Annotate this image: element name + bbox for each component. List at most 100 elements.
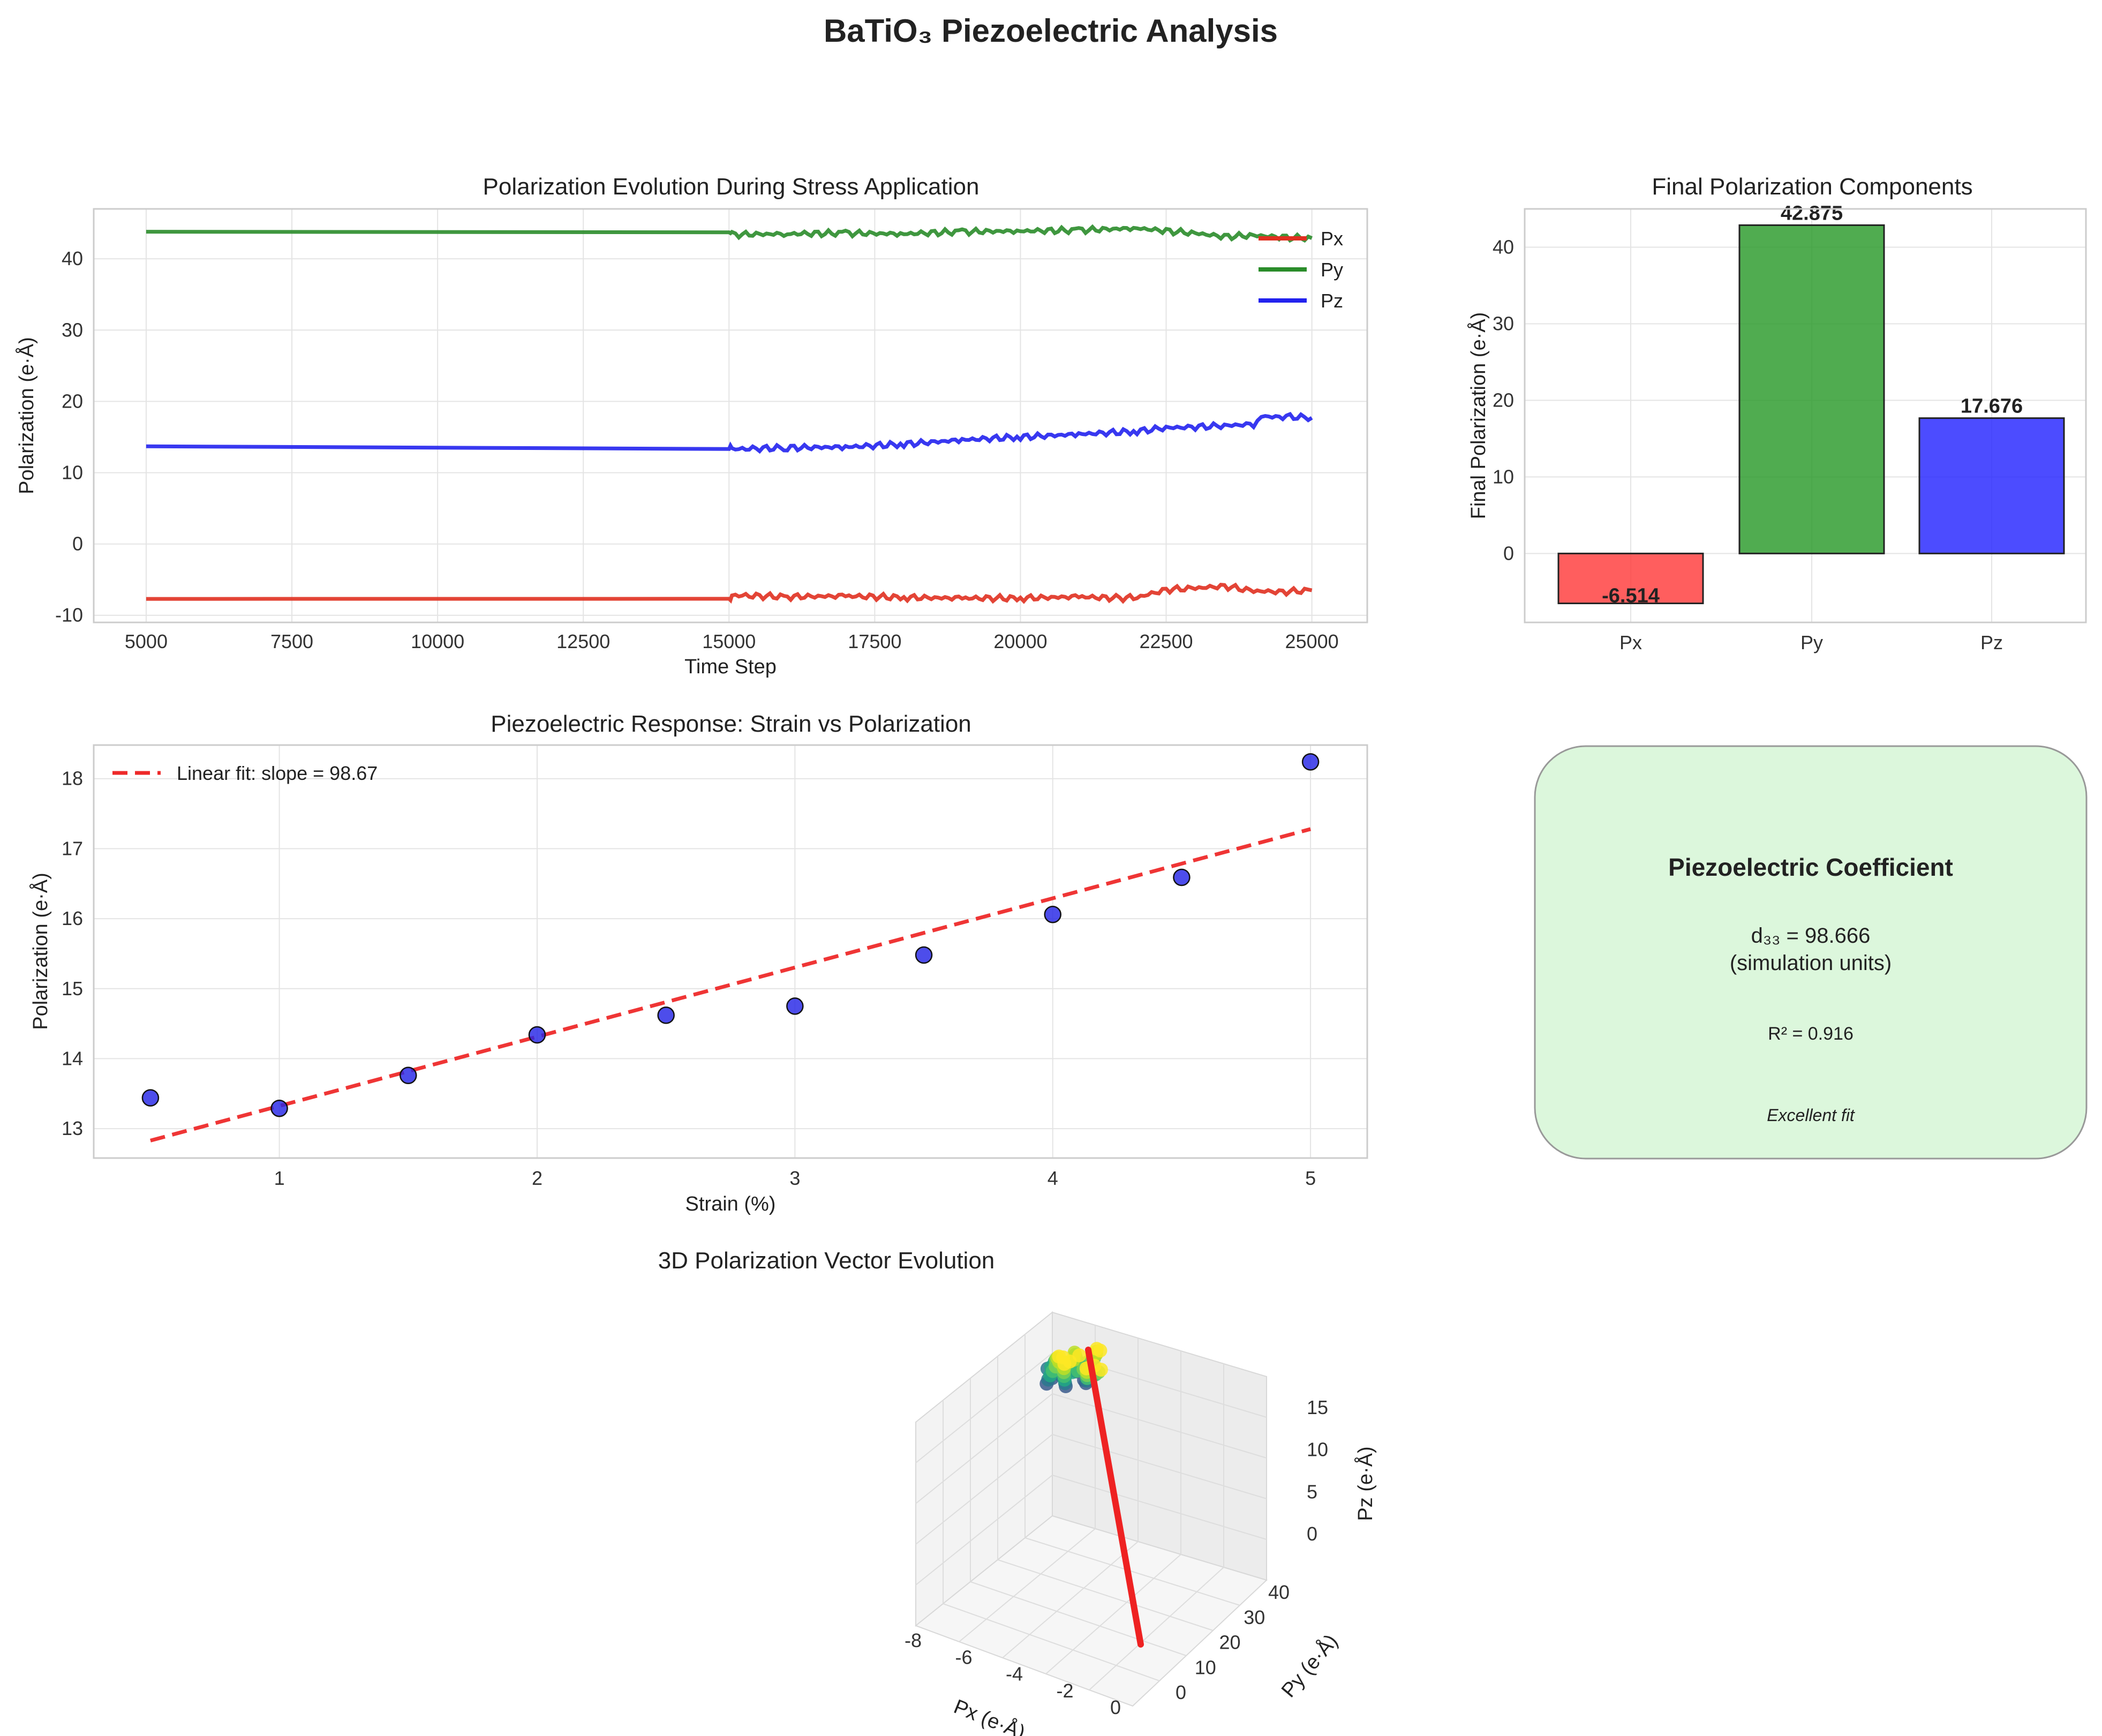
- p3-grid: [94, 745, 1367, 1158]
- p1-series-py: [146, 224, 1313, 243]
- coefficient-info-box: Piezoelectric Coefficient d₃₃ = 98.666 (…: [1534, 745, 2088, 1160]
- p4-xlabel: Px (e·Å): [951, 1694, 1029, 1736]
- p4-x-tick-label: -6: [955, 1646, 972, 1668]
- polarization-evolution-chart: Polarization Evolution During Stress App…: [14, 174, 1368, 678]
- bar-value-label-py: 42.875: [1781, 202, 1843, 224]
- p4-grid-line: [1052, 1434, 1267, 1499]
- p1-x-tick-label: 17500: [848, 630, 901, 652]
- p4-ylabel: Py (e·Å): [1276, 1629, 1342, 1702]
- p2-y-tick-label: 20: [1493, 389, 1514, 411]
- p4-marks: [1039, 1342, 1144, 1648]
- p1-x-tick-label: 22500: [1139, 630, 1193, 652]
- p4-grid-line: [1045, 1554, 1181, 1674]
- p4-grid-line: [915, 1434, 1053, 1545]
- coefficient-units: (simulation units): [1730, 951, 1892, 975]
- p3-y-tick-label: 13: [62, 1117, 83, 1139]
- final-polarization-chart: Final Polarization Components -6.514 42.8…: [1466, 174, 2087, 653]
- p3-x-tick-label: 3: [789, 1167, 800, 1189]
- p3-y-tick-label: 15: [62, 978, 83, 999]
- p2-x-tick-label: Px: [1619, 632, 1642, 653]
- coefficient-value: d₃₃ = 98.666: [1751, 924, 1871, 948]
- p3-y-tick-label: 18: [62, 768, 83, 790]
- p1-series-px: [146, 582, 1313, 604]
- p3-x-tick-label: 4: [1048, 1167, 1058, 1189]
- p2-x-tick-label: Py: [1800, 632, 1823, 653]
- p4-panes: [914, 1311, 1268, 1707]
- bar-value-label-px: -6.514: [1602, 584, 1660, 607]
- p1-y-tick-label: 30: [62, 319, 83, 341]
- p2-title: Final Polarization Components: [1652, 174, 1972, 200]
- p4-z-tick-label: 15: [1307, 1396, 1328, 1418]
- fit-quality-label: Excellent fit: [1767, 1106, 1855, 1125]
- p2-y-tick-label: 10: [1493, 465, 1514, 487]
- p1-y-tick-label: -10: [55, 604, 83, 626]
- p4-z-tick-label: 5: [1307, 1481, 1317, 1502]
- p4-x-tick-label: -2: [1056, 1680, 1073, 1702]
- p1-series-pz: [146, 411, 1313, 454]
- data-point: [270, 1099, 288, 1117]
- p4-grid-line: [997, 1559, 1214, 1631]
- p4-grid-line: [970, 1581, 1187, 1656]
- data-point: [400, 1066, 417, 1085]
- p4-grid-line: [915, 1393, 1053, 1504]
- data-point: [657, 1006, 675, 1024]
- p4-z-tick-label: 10: [1307, 1439, 1328, 1461]
- p4-grid-line: [915, 1475, 1053, 1585]
- p4-y-tick-label: 30: [1244, 1606, 1265, 1628]
- p2-bars: -6.514 42.875 17.676: [1557, 202, 2065, 607]
- p4-z-tick-label: 0: [1307, 1523, 1317, 1545]
- p1-y-tick-label: 0: [72, 533, 83, 555]
- p4-zlabel: Pz (e·Å): [1353, 1446, 1377, 1521]
- bar-px: [1557, 552, 1704, 604]
- p3-y-tick-label: 14: [62, 1047, 83, 1069]
- p4-grid-line: [915, 1352, 1053, 1463]
- p4-grid-line: [959, 1528, 1096, 1642]
- p4-x-tick-label: -8: [905, 1629, 922, 1651]
- data-point: [141, 1089, 160, 1107]
- p3-legend: Linear fit: slope = 98.67: [112, 762, 378, 784]
- p1-xlabel: Time Step: [684, 656, 777, 678]
- p2-x-tick-label: Pz: [1980, 632, 2003, 653]
- p4-grid-line: [1052, 1475, 1267, 1540]
- p4-grid-line: [1089, 1567, 1224, 1690]
- p2-y-tick-label: 0: [1503, 542, 1514, 564]
- p4-x-tick-label: -4: [1006, 1663, 1023, 1685]
- p4-grid-line: [1024, 1537, 1240, 1606]
- p3-x-tick-label: 2: [532, 1167, 543, 1189]
- p1-ylabel: Polarization (e·Å): [14, 337, 38, 494]
- p4-y-tick-label: 40: [1268, 1581, 1290, 1603]
- p1-x-tick-label: 5000: [125, 630, 168, 652]
- p3-marks: [141, 753, 1320, 1143]
- trajectory-point: [1056, 1350, 1071, 1365]
- polarization-vector: [1085, 1347, 1144, 1648]
- p1-x-tick-label: 20000: [993, 630, 1047, 652]
- p3-x-tick-label: 1: [274, 1167, 285, 1189]
- p2-y-tick-label: 30: [1493, 312, 1514, 334]
- p3-ticks: 1 2 3 4 5 13 14 15 16 17 18: [62, 768, 1316, 1189]
- data-point: [1173, 868, 1191, 886]
- p1-legend-label-px: Px: [1321, 228, 1343, 250]
- p2-frame: [1524, 208, 2087, 623]
- p4-grid-line: [1002, 1541, 1139, 1658]
- p3-x-tick-label: 5: [1305, 1167, 1316, 1189]
- p2-y-tick-label: 40: [1493, 236, 1514, 258]
- bar-py: [1738, 224, 1885, 554]
- p3-title: Piezoelectric Response: Strain vs Polari…: [491, 711, 971, 737]
- strain-polarization-chart: Piezoelectric Response: Strain vs Polari…: [28, 711, 1368, 1215]
- p3-y-tick-label: 17: [62, 837, 83, 859]
- data-point: [915, 946, 933, 964]
- p1-frame: [93, 208, 1368, 623]
- p1-y-tick-label: 10: [62, 461, 83, 483]
- info-box-title: Piezoelectric Coefficient: [1668, 853, 1953, 881]
- p1-ticks: 5000 7500 10000 12500 15000 17500 20000 22500 25…: [55, 247, 1339, 652]
- p3-y-tick-label: 16: [62, 907, 83, 929]
- bar-pz: [1918, 417, 2065, 554]
- data-point: [786, 997, 804, 1015]
- p3-xlabel: Strain (%): [685, 1193, 776, 1215]
- info-box-background: [1534, 745, 2088, 1160]
- p1-y-tick-label: 20: [62, 390, 83, 412]
- polarization-3d-chart: 3D Polarization Vector Evolution -8 -6 -4 -…: [658, 1247, 1377, 1736]
- p4-grid-line: [943, 1603, 1160, 1681]
